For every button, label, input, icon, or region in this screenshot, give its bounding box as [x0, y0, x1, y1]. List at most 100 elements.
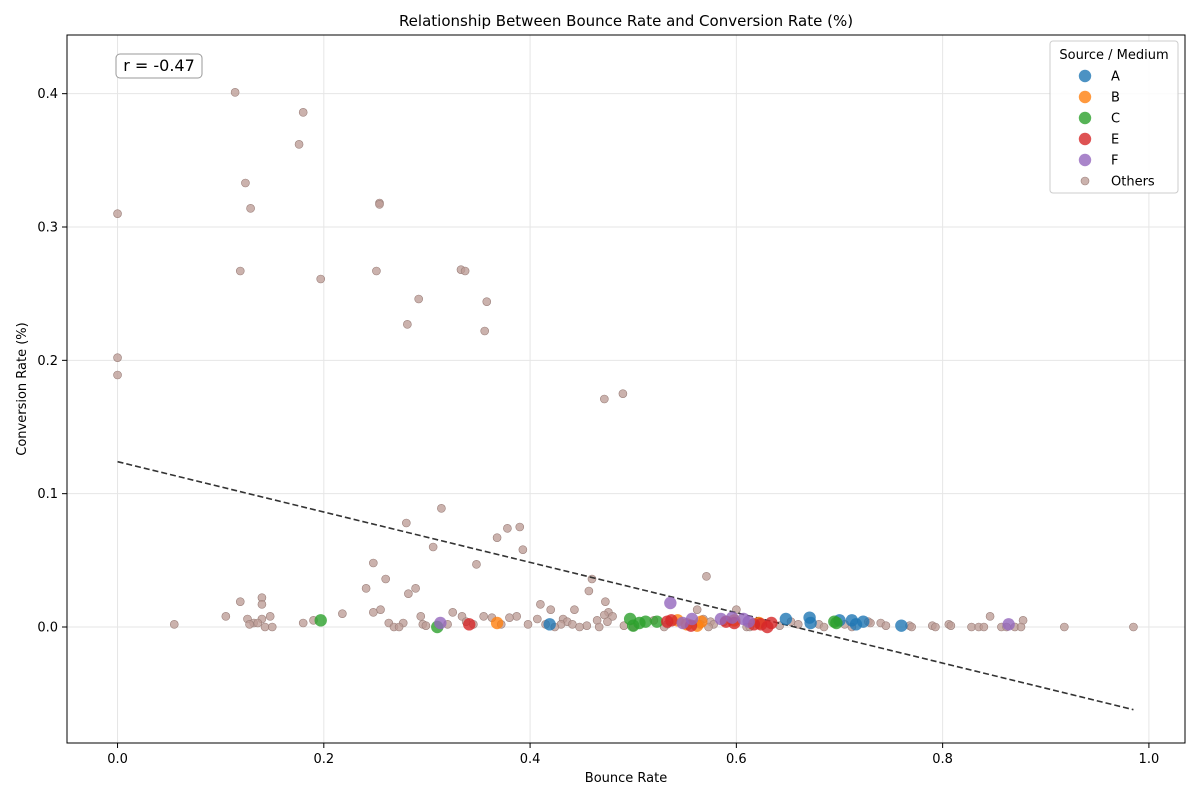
point-series-f	[1002, 618, 1015, 631]
point-others	[421, 621, 431, 630]
point-series-c	[639, 615, 652, 628]
point-others	[246, 204, 255, 213]
point-series-f	[676, 616, 689, 630]
point-others	[931, 622, 940, 632]
point-others	[235, 266, 245, 276]
point-others	[608, 612, 617, 621]
legend-label: B	[1111, 91, 1120, 106]
point-series-f	[742, 615, 755, 628]
point-others	[221, 612, 231, 621]
point-others	[338, 609, 347, 618]
point-others	[985, 612, 995, 621]
x-tick-label: 1.0	[1139, 752, 1160, 767]
legend-marker	[1078, 111, 1092, 125]
point-others	[369, 608, 378, 617]
point-others	[369, 558, 378, 568]
point-others	[601, 597, 610, 606]
y-tick-label: 0.2	[37, 354, 58, 369]
point-others	[472, 560, 481, 569]
point-others	[265, 612, 275, 621]
point-others	[375, 200, 384, 209]
legend-marker	[1078, 69, 1092, 83]
point-others	[361, 584, 371, 593]
point-others	[533, 614, 542, 624]
point-series-a	[779, 612, 793, 626]
series-points-layer	[314, 596, 1015, 634]
point-series-e	[463, 618, 476, 631]
legend-marker	[1080, 176, 1090, 186]
point-others	[113, 209, 122, 218]
trendline-layer	[117, 460, 1134, 711]
point-others	[584, 586, 594, 596]
point-others	[260, 622, 270, 632]
point-others	[404, 589, 413, 598]
point-others	[482, 297, 492, 306]
point-others	[967, 622, 976, 632]
point-others	[515, 522, 525, 532]
point-others	[1016, 622, 1026, 632]
point-series-f	[685, 612, 699, 626]
point-series-c	[650, 615, 664, 628]
point-series-f	[726, 611, 739, 624]
point-others	[570, 605, 579, 614]
point-others	[582, 621, 592, 630]
point-others	[448, 608, 458, 617]
point-others	[512, 612, 521, 621]
legend-marker	[1078, 132, 1092, 146]
x-tick-label: 0.0	[107, 752, 128, 767]
legend-label: A	[1111, 70, 1120, 85]
point-others	[411, 584, 420, 593]
legend-label: Others	[1111, 175, 1155, 190]
point-others	[702, 572, 711, 581]
point-series-a	[543, 618, 556, 631]
point-others	[230, 88, 240, 97]
legend-label: F	[1111, 154, 1118, 169]
x-tick-label: 0.2	[313, 752, 334, 767]
point-others	[394, 622, 404, 632]
y-tick-label: 0.1	[37, 487, 58, 502]
chart-title: Relationship Between Bounce Rate and Con…	[399, 12, 853, 30]
legend-label: E	[1111, 133, 1119, 148]
point-others	[881, 621, 891, 630]
point-series-c	[830, 616, 843, 630]
correlation-text: r = -0.47	[123, 56, 195, 75]
point-others	[381, 574, 390, 584]
point-others	[594, 622, 604, 632]
point-others	[402, 518, 411, 528]
tick-layer: 0.0 0.2 0.4 0.6 0.8 1.0 0.0 0.1 0.2 0.3 0.4	[37, 87, 1159, 767]
point-others	[437, 504, 446, 513]
point-others	[480, 326, 490, 336]
point-others	[245, 620, 254, 629]
legend-title: Source / Medium	[1059, 48, 1168, 63]
point-others	[793, 620, 803, 629]
point-others	[416, 612, 426, 621]
point-others	[819, 622, 829, 632]
x-axis-label: Bounce Rate	[585, 771, 667, 786]
point-series-f	[714, 612, 728, 626]
point-others	[603, 617, 612, 626]
point-others	[253, 618, 263, 628]
legend-label: C	[1111, 112, 1120, 127]
point-others	[692, 605, 702, 614]
point-others	[403, 320, 412, 329]
point-series-a	[895, 619, 908, 632]
x-tick-label: 0.4	[520, 752, 541, 767]
trendline	[117, 460, 1134, 711]
point-others	[169, 620, 179, 629]
point-others	[600, 394, 609, 404]
point-others	[523, 620, 533, 629]
point-series-a	[804, 616, 817, 630]
point-series-f	[664, 596, 677, 610]
x-tick-label: 0.6	[726, 752, 747, 767]
point-series-f	[434, 616, 447, 630]
point-others	[113, 370, 122, 380]
point-others	[536, 600, 545, 609]
point-others	[546, 605, 556, 614]
y-tick-label: 0.0	[37, 621, 58, 636]
point-others	[575, 622, 584, 632]
